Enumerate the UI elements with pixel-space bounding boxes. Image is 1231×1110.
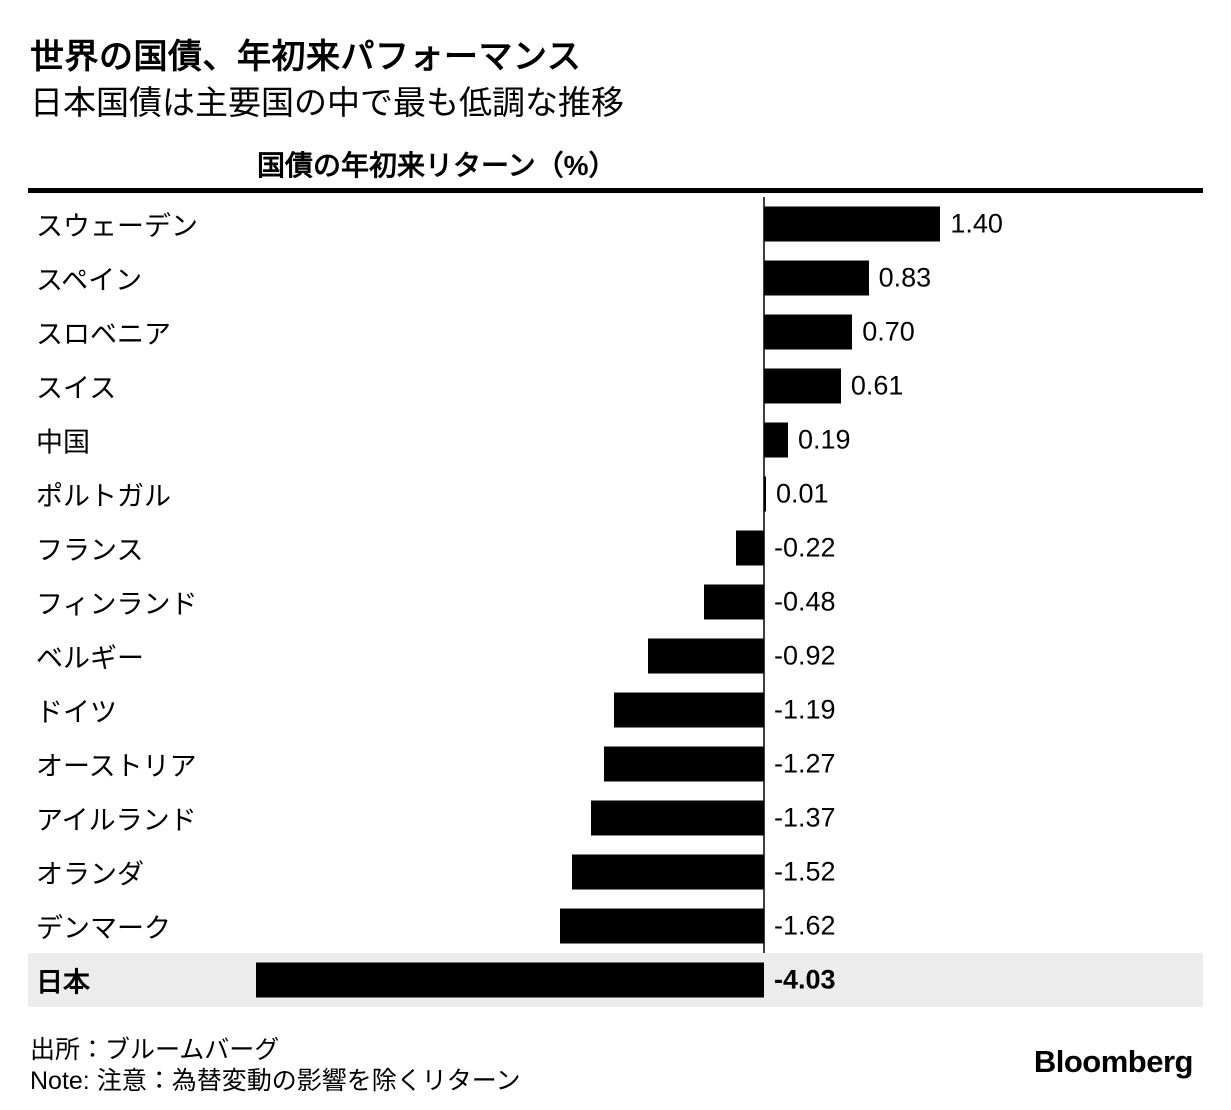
bar bbox=[764, 314, 853, 350]
bar bbox=[764, 206, 941, 242]
bloomberg-logo: Bloomberg bbox=[1033, 1044, 1194, 1079]
bar-row: 中国 0.19 bbox=[28, 413, 1203, 467]
category-label: フィンランド bbox=[36, 589, 198, 620]
bar-row: オーストリア -1.27 bbox=[28, 737, 1203, 791]
category-label: フランス bbox=[36, 535, 144, 566]
value-label: -1.62 bbox=[774, 910, 836, 941]
page-title: 世界の国債、年初来パフォーマンス bbox=[30, 38, 582, 76]
value-label: -0.22 bbox=[774, 532, 836, 563]
bar-row: アイルランド -1.37 bbox=[28, 791, 1203, 845]
bar bbox=[764, 260, 869, 296]
note-text: Note: 注意：為替変動の影響を除くリターン bbox=[30, 1067, 521, 1095]
bar bbox=[764, 368, 841, 404]
bar-row: フランス -0.22 bbox=[28, 521, 1203, 575]
category-label: スペイン bbox=[36, 265, 143, 296]
category-label: スイス bbox=[36, 373, 117, 404]
category-label: オーストリア bbox=[36, 751, 197, 782]
bar bbox=[648, 638, 764, 674]
value-label: 0.83 bbox=[878, 262, 932, 293]
value-label: -1.19 bbox=[774, 694, 836, 725]
bar bbox=[764, 422, 788, 458]
bar bbox=[603, 746, 764, 782]
category-label: ベルギー bbox=[36, 643, 144, 674]
category-label: デンマーク bbox=[36, 913, 171, 944]
bar-row: スウェーデン 1.40 bbox=[28, 197, 1203, 251]
bar-row: スペイン 0.83 bbox=[28, 251, 1203, 305]
bar bbox=[736, 530, 764, 566]
source-text: 出所：ブルームバーグ bbox=[30, 1036, 280, 1064]
chart-series-label: 国債の年初来リターン（%） bbox=[257, 150, 617, 181]
bar-row: スロベニア 0.70 bbox=[28, 305, 1203, 359]
value-label: 1.40 bbox=[950, 208, 1003, 239]
chart-top-rule bbox=[28, 188, 1203, 193]
category-label: オランダ bbox=[36, 859, 144, 890]
value-label: -1.52 bbox=[774, 856, 836, 887]
bar-row: ベルギー -0.92 bbox=[28, 629, 1203, 683]
category-label: 日本 bbox=[36, 967, 90, 998]
value-label: -1.37 bbox=[774, 802, 836, 833]
value-label: 0.70 bbox=[862, 316, 915, 347]
bar-row: ドイツ -1.19 bbox=[28, 683, 1203, 737]
bar bbox=[764, 476, 766, 512]
value-label: 0.01 bbox=[776, 478, 829, 509]
category-label: ドイツ bbox=[36, 697, 117, 728]
bar-chart-plot: スウェーデン 1.40 スペイン 0.83 スロベニア 0.70 スイス 0.61 中国 0.19… bbox=[28, 197, 1203, 1007]
category-label: スウェーデン bbox=[36, 211, 198, 242]
bar-row: フィンランド -0.48 bbox=[28, 575, 1203, 629]
zero-axis-line bbox=[763, 197, 765, 1007]
bar bbox=[256, 962, 764, 998]
bar bbox=[591, 800, 764, 836]
bar bbox=[614, 692, 764, 728]
category-label: 中国 bbox=[36, 427, 90, 458]
bar-row: スイス 0.61 bbox=[28, 359, 1203, 413]
value-label: 0.19 bbox=[797, 424, 851, 455]
category-label: スロベニア bbox=[36, 319, 171, 350]
value-label: -1.27 bbox=[774, 748, 836, 779]
bar bbox=[572, 854, 764, 890]
category-label: アイルランド bbox=[36, 805, 197, 836]
value-label: -0.92 bbox=[774, 640, 836, 671]
bar-row: 日本 -4.03 bbox=[28, 953, 1203, 1007]
value-label: -0.48 bbox=[774, 586, 836, 617]
bar bbox=[703, 584, 764, 620]
bar-row: デンマーク -1.62 bbox=[28, 899, 1203, 953]
value-label: -4.03 bbox=[774, 964, 836, 995]
bar bbox=[559, 908, 764, 944]
bar-row: ポルトガル 0.01 bbox=[28, 467, 1203, 521]
bar-row: オランダ -1.52 bbox=[28, 845, 1203, 899]
value-label: 0.61 bbox=[850, 370, 904, 401]
page-subtitle: 日本国債は主要国の中で最も低調な推移 bbox=[30, 84, 624, 121]
category-label: ポルトガル bbox=[36, 481, 171, 512]
